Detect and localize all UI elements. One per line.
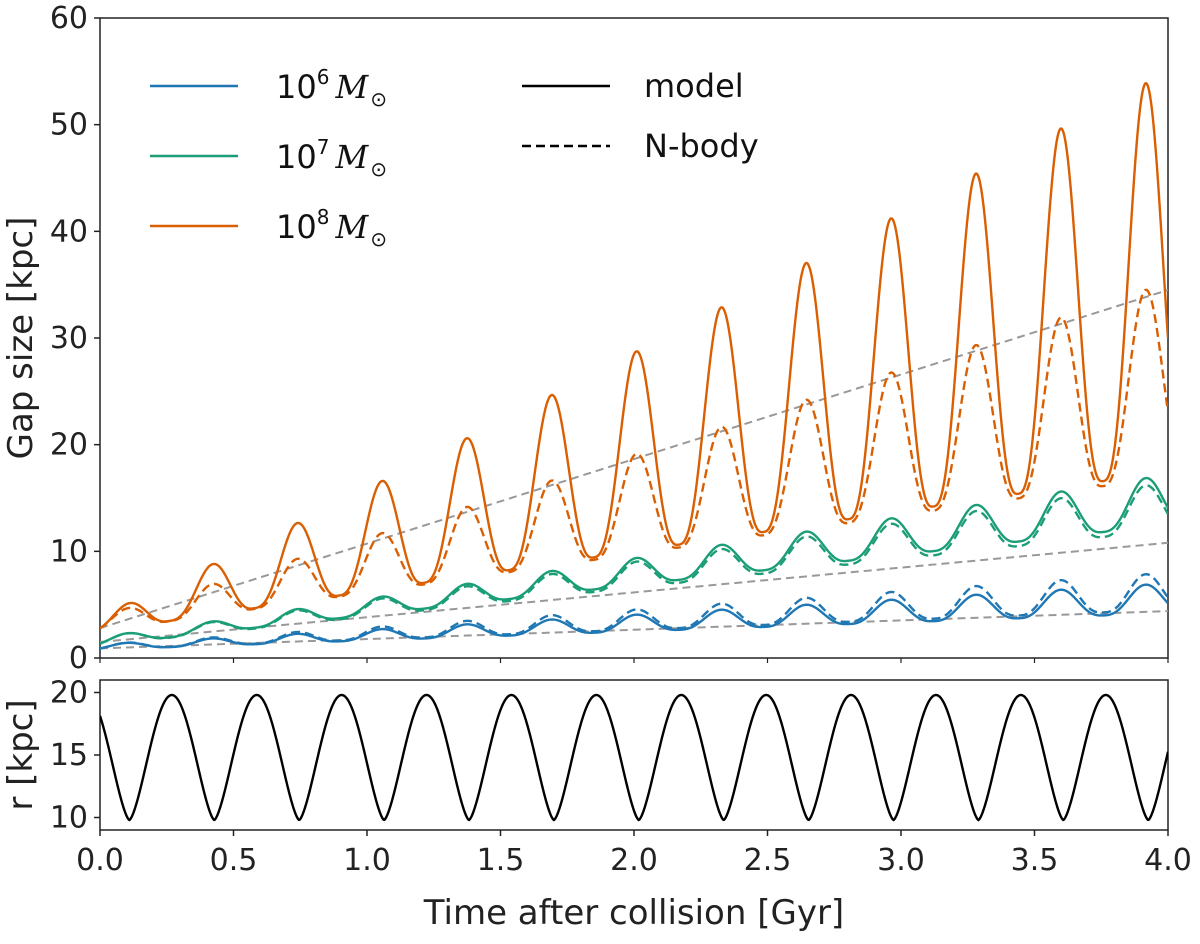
legend-mass-label: 106 M ⊙ <box>276 65 387 111</box>
y-tick-label: 10 <box>50 801 88 836</box>
x-tick-label: 3.5 <box>1011 843 1059 878</box>
legend-mass-label: 107 M ⊙ <box>276 135 387 181</box>
legend-style-label: N-body <box>644 127 759 165</box>
bottom-panel-y-ticks: 10 15 20 <box>50 676 100 836</box>
x-tick-label: 3.0 <box>877 843 925 878</box>
series-line <box>100 288 1168 630</box>
y-tick-label: 0 <box>69 641 88 676</box>
top-panel-y-ticks: 0 10 20 30 40 50 60 <box>50 1 100 676</box>
series-line <box>100 583 1168 650</box>
bottom-panel-series <box>100 693 1168 822</box>
series-line <box>100 81 1168 630</box>
series-line <box>100 573 1168 650</box>
y-tick-label: 20 <box>50 676 88 711</box>
legend-mass-label: 108 M ⊙ <box>276 205 387 251</box>
x-tick-label: 1.0 <box>343 843 391 878</box>
x-tick-label: 2.0 <box>610 843 658 878</box>
y-tick-label: 20 <box>50 428 88 463</box>
x-tick-label: 0.5 <box>210 843 258 878</box>
x-tick-label: 2.5 <box>744 843 792 878</box>
legend: 106 M ⊙ 107 M ⊙ 108 M ⊙ model N-body <box>150 65 759 251</box>
x-axis-ticks: 0.0 0.5 1.0 1.5 2.0 2.5 3.0 3.5 4.0 <box>76 658 1192 878</box>
x-tick-label: 0.0 <box>76 843 124 878</box>
y-tick-label: 15 <box>50 738 88 773</box>
bottom-y-axis-label: r [kpc] <box>1 699 41 810</box>
y-tick-label: 50 <box>50 108 88 143</box>
top-y-axis-label: Gap size [kpc] <box>1 217 41 460</box>
reference-line <box>100 289 1168 630</box>
top-panel-series <box>100 81 1168 650</box>
series-line <box>100 476 1168 645</box>
y-tick-label: 40 <box>50 214 88 249</box>
y-tick-label: 60 <box>50 1 88 36</box>
legend-style-label: model <box>644 67 744 105</box>
x-tick-label: 4.0 <box>1144 843 1192 878</box>
x-tick-label: 1.5 <box>477 843 525 878</box>
x-axis-label: Time after collision [Gyr] <box>423 893 844 933</box>
y-tick-label: 10 <box>50 534 88 569</box>
reference-line <box>100 541 1168 643</box>
reference-line <box>100 610 1168 650</box>
orbital-radius-line <box>100 693 1168 822</box>
series-line <box>100 484 1168 645</box>
y-tick-label: 30 <box>50 321 88 356</box>
